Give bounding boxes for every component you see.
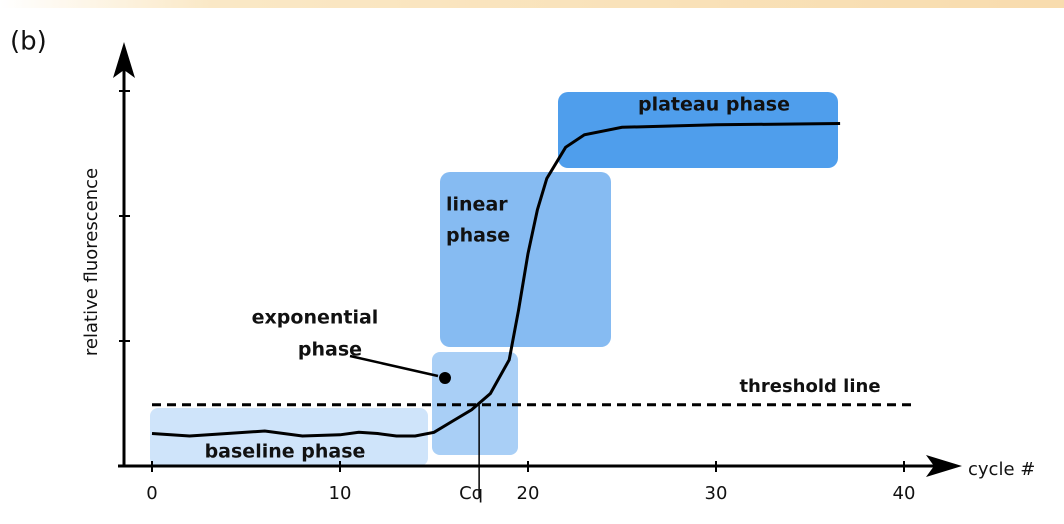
plateau-box — [558, 92, 838, 168]
phase-label: exponential — [252, 307, 379, 329]
threshold-label: threshold line — [739, 376, 880, 397]
phase-label: linear — [446, 194, 508, 216]
x-tick-label: 0 — [146, 483, 157, 504]
panel-label: (b) — [10, 27, 47, 57]
y-arrow — [113, 42, 135, 78]
x-arrow — [926, 455, 962, 477]
y-axis-label: relative fluorescence — [81, 168, 102, 356]
x-tick-label: 40 — [893, 483, 916, 504]
x-tick-label: 30 — [705, 483, 728, 504]
x-axis-label: cycle # — [968, 459, 1035, 480]
pointer — [349, 354, 439, 378]
top-strip — [0, 0, 1064, 8]
phase-label: phase — [446, 225, 510, 247]
cq-label: Cq — [459, 483, 483, 504]
x-tick-label: 20 — [517, 483, 540, 504]
curve — [151, 122, 841, 438]
x-tick-label: 10 — [329, 483, 352, 504]
baseline-box — [150, 408, 428, 466]
phase-label: baseline phase — [205, 441, 366, 463]
pointer-dot — [439, 372, 451, 384]
phase-label: phase — [298, 339, 362, 361]
phase-label: plateau phase — [638, 94, 790, 116]
